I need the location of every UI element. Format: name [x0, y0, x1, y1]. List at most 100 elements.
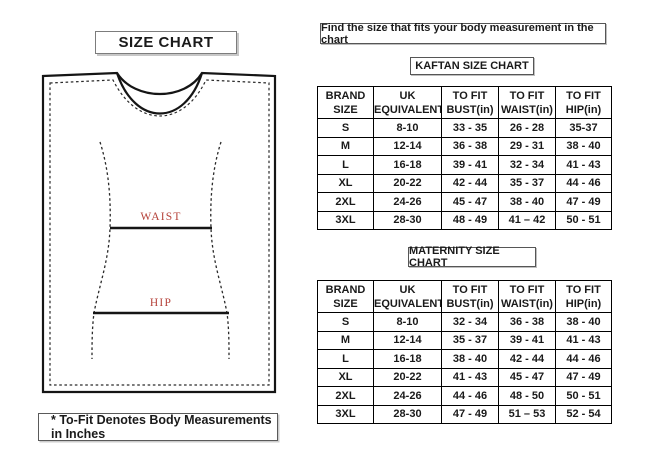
maternity-table-title: MATERNITY SIZE CHART: [408, 245, 536, 269]
table-row: M 12-14 35 - 37 39 - 41 41 - 43: [317, 330, 612, 350]
measurement-cell: 38 - 40: [555, 312, 612, 332]
instruction-banner: Find the size that fits your body measur…: [320, 22, 606, 46]
brand-size-cell: XL: [317, 173, 374, 193]
measurement-cell: 24-26: [373, 192, 442, 212]
column-header: TO FIT WAIST(in): [498, 280, 556, 313]
measurement-cell: 35 - 37: [498, 173, 556, 193]
measurement-cell: 48 - 50: [498, 386, 556, 406]
waist-label: WAIST: [140, 211, 181, 223]
measurement-cell: 28-30: [373, 404, 442, 424]
column-header: TO FIT WAIST(in): [498, 86, 556, 119]
measurement-cell: 41 – 42: [498, 210, 556, 230]
table-row: 3XL 28-30 48 - 49 41 – 42 50 - 51: [317, 210, 612, 230]
header-row: BRAND SIZE UK EQUIVALENT TO FIT BUST(in) TO…: [317, 280, 612, 313]
seam-dotted-line: [49, 79, 270, 386]
measurement-cell: 38 - 40: [441, 349, 499, 369]
body-silhouette-left: [91, 141, 111, 360]
brand-size-cell: M: [317, 330, 374, 350]
measurement-cell: 24-26: [373, 386, 442, 406]
measurement-cell: 47 - 49: [555, 367, 612, 387]
header-row: BRAND SIZE UK EQUIVALENT TO FIT BUST(in) TO…: [317, 86, 612, 119]
brand-size-cell: S: [317, 312, 374, 332]
body-silhouette-right: [210, 141, 230, 360]
kaftan-garment-diagram: WAIST HIP: [41, 71, 277, 394]
brand-size-cell: 2XL: [317, 386, 374, 406]
measurement-cell: 41 - 43: [555, 330, 612, 350]
kaftan-table-title: KAFTAN SIZE CHART: [410, 57, 534, 75]
measurement-cell: 16-18: [373, 349, 442, 369]
measurement-cell: 33 - 35: [441, 118, 499, 138]
measurement-cell: 28-30: [373, 210, 442, 230]
measurement-cell: 44 - 46: [441, 386, 499, 406]
measurement-cell: 42 - 44: [498, 349, 556, 369]
measurement-cell: 35-37: [555, 118, 612, 138]
neckline-curve: [115, 72, 204, 115]
table-row: S 8-10 33 - 35 26 - 28 35-37: [317, 118, 612, 138]
measurement-cell: 20-22: [373, 367, 442, 387]
measurement-cell: 32 - 34: [441, 312, 499, 332]
to-fit-note: * To-Fit Denotes Body Measurements in In…: [38, 413, 278, 441]
column-header: BRAND SIZE: [317, 86, 374, 119]
measurement-cell: 39 - 41: [441, 155, 499, 175]
measurement-cell: 47 - 49: [555, 192, 612, 212]
measurement-cell: 50 - 51: [555, 210, 612, 230]
brand-size-cell: L: [317, 349, 374, 369]
brand-size-cell: S: [317, 118, 374, 138]
measurement-cell: 8-10: [373, 312, 442, 332]
measurement-cell: 36 - 38: [441, 136, 499, 156]
table-row: 3XL 28-30 47 - 49 51 – 53 52 - 54: [317, 404, 612, 424]
measurement-cell: 50 - 51: [555, 386, 612, 406]
table-row: XL 20-22 42 - 44 35 - 37 44 - 46: [317, 173, 612, 193]
measurement-cell: 42 - 44: [441, 173, 499, 193]
column-header: TO FIT HIP(in): [555, 280, 612, 313]
measurement-cell: 16-18: [373, 155, 442, 175]
table-row: L 16-18 38 - 40 42 - 44 44 - 46: [317, 349, 612, 369]
column-header: UK EQUIVALENT: [373, 280, 442, 313]
measurement-cell: 35 - 37: [441, 330, 499, 350]
measurement-cell: 38 - 40: [555, 136, 612, 156]
hip-label: HIP: [150, 297, 172, 309]
measurement-cell: 12-14: [373, 330, 442, 350]
measurement-cell: 47 - 49: [441, 404, 499, 424]
measurement-cell: 41 - 43: [441, 367, 499, 387]
column-header: TO FIT BUST(in): [441, 86, 499, 119]
brand-size-cell: L: [317, 155, 374, 175]
measurement-cell: 44 - 46: [555, 173, 612, 193]
measurement-cell: 38 - 40: [498, 192, 556, 212]
measurement-cell: 48 - 49: [441, 210, 499, 230]
garment-outline: [41, 71, 277, 394]
brand-size-cell: 2XL: [317, 192, 374, 212]
measurement-cell: 41 - 43: [555, 155, 612, 175]
measurement-cell: 45 - 47: [498, 367, 556, 387]
measurement-cell: 26 - 28: [498, 118, 556, 138]
measurement-cell: 39 - 41: [498, 330, 556, 350]
measurement-cell: 20-22: [373, 173, 442, 193]
measurement-cell: 51 – 53: [498, 404, 556, 424]
measurement-cell: 44 - 46: [555, 349, 612, 369]
maternity-size-table: BRAND SIZE UK EQUIVALENT TO FIT BUST(in) TO…: [317, 280, 612, 424]
measurement-cell: 36 - 38: [498, 312, 556, 332]
measurement-cell: 32 - 34: [498, 155, 556, 175]
measurement-cell: 52 - 54: [555, 404, 612, 424]
brand-size-cell: 3XL: [317, 404, 374, 424]
column-header: UK EQUIVALENT: [373, 86, 442, 119]
column-header: BRAND SIZE: [317, 280, 374, 313]
table-row: 2XL 24-26 44 - 46 48 - 50 50 - 51: [317, 386, 612, 406]
measurement-cell: 45 - 47: [441, 192, 499, 212]
table-row: M 12-14 36 - 38 29 - 31 38 - 40: [317, 136, 612, 156]
kaftan-size-table: BRAND SIZE UK EQUIVALENT TO FIT BUST(in) TO…: [317, 86, 612, 230]
brand-size-cell: 3XL: [317, 210, 374, 230]
measurement-cell: 29 - 31: [498, 136, 556, 156]
table-row: 2XL 24-26 45 - 47 38 - 40 47 - 49: [317, 192, 612, 212]
column-header: TO FIT BUST(in): [441, 280, 499, 313]
page-title: SIZE CHART: [95, 31, 237, 54]
measurement-cell: 12-14: [373, 136, 442, 156]
table-row: L 16-18 39 - 41 32 - 34 41 - 43: [317, 155, 612, 175]
column-header: TO FIT HIP(in): [555, 86, 612, 119]
brand-size-cell: M: [317, 136, 374, 156]
table-row: S 8-10 32 - 34 36 - 38 38 - 40: [317, 312, 612, 332]
measurement-cell: 8-10: [373, 118, 442, 138]
brand-size-cell: XL: [317, 367, 374, 387]
table-row: XL 20-22 41 - 43 45 - 47 47 - 49: [317, 367, 612, 387]
